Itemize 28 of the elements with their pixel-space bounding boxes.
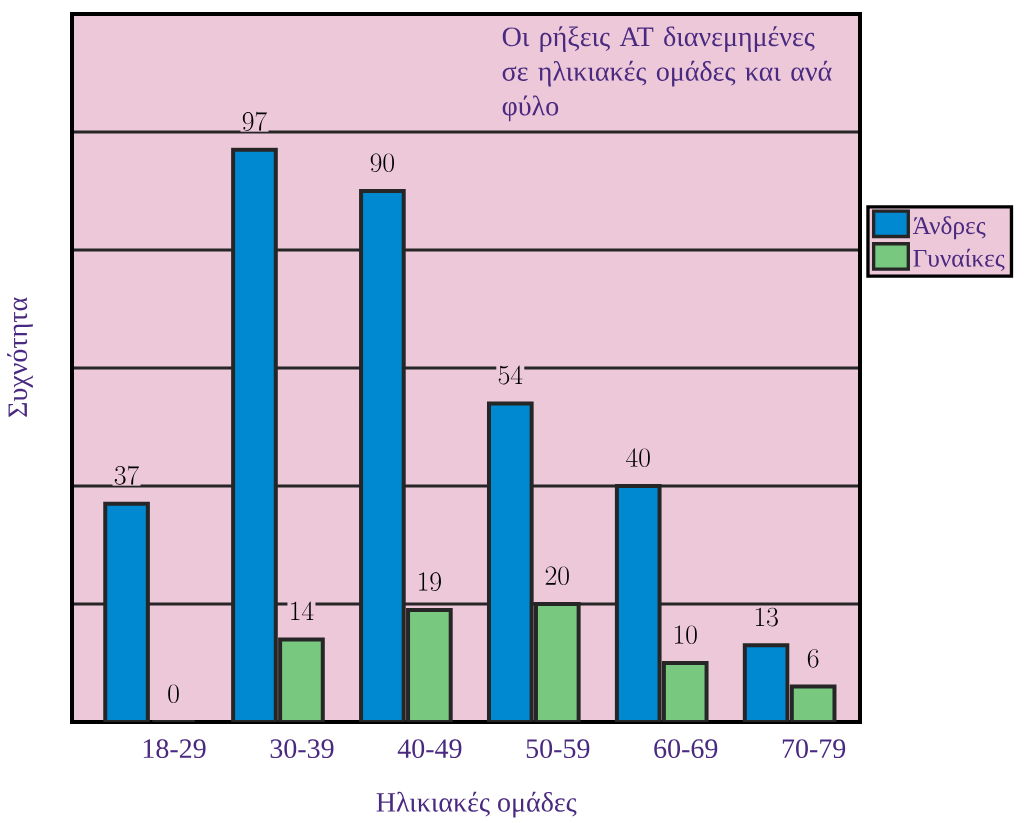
x-tick-label: 40-49 [397, 739, 462, 759]
data-label: 0 [168, 684, 179, 704]
x-tick-label: 50-59 [526, 739, 590, 759]
legend-label: Γυναίκες [913, 248, 1005, 272]
text: Οι ρήξεις ΑΤ διανεμημένες σε ηλικιακές ομάδες και ανά φύλο [502, 26, 832, 122]
bar [233, 149, 276, 722]
y-axis-title: Συχνότητα [7, 297, 33, 417]
bar [488, 403, 532, 722]
data-label: 19 [419, 572, 441, 591]
x-tick-label: 18-29 [143, 739, 206, 759]
x-tick-label: 60-69 [654, 739, 718, 759]
data-label: 54 [498, 365, 523, 385]
data-label: 20 [545, 566, 569, 586]
bar [105, 503, 148, 722]
data-label: 90 [370, 153, 394, 173]
data-label: 6 [807, 648, 819, 668]
data-label: 13 [755, 607, 778, 627]
legend-label: Άνδρες [912, 216, 986, 240]
data-label: 10 [674, 625, 697, 645]
data-label: 40 [626, 448, 650, 468]
data-label: 37 [114, 465, 139, 485]
x-tick-label: 30-39 [270, 739, 334, 759]
x-tick-label: 70-79 [782, 739, 846, 759]
data-label: 97 [242, 111, 267, 131]
x-axis-title: Ηλικιακές ομάδες [376, 791, 577, 818]
data-label: 14 [291, 601, 314, 621]
bar [616, 485, 660, 722]
bar [361, 190, 404, 722]
